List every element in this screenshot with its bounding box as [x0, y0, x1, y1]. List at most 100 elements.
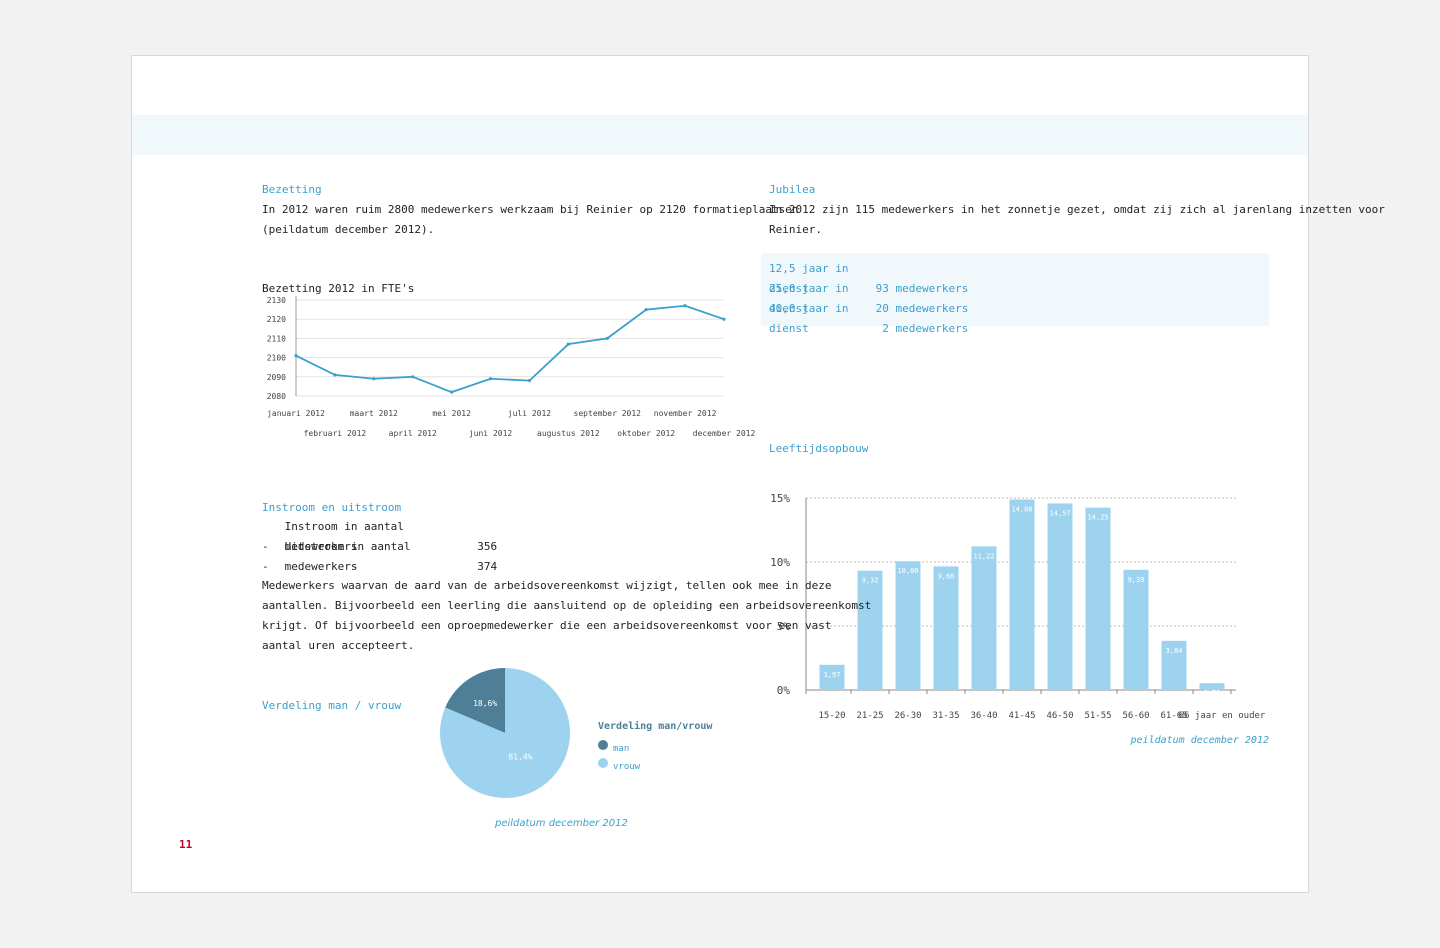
line-chart-ytick: 2080 — [267, 392, 286, 401]
paragraph-line: aantal uren accepteert. — [262, 639, 415, 652]
jubilea-box: 12,5 jaar in dienst 93 medewerkers 25,0 … — [761, 253, 1269, 335]
page-number: 11 — [179, 838, 193, 851]
line-chart-xtick: november 2012 — [654, 409, 717, 418]
bar-chart-value-label: 10,06 — [897, 567, 918, 575]
bar-chart-value-label: 9,66 — [938, 572, 955, 580]
verdeling-pie-chart: 18,6% 81,4% Verdeling man/vrouw man vrouw — [440, 668, 713, 798]
verdeling-heading: Verdeling man / vrouw — [262, 699, 402, 712]
leeftijd-heading: Leeftijdsopbouw — [769, 442, 869, 455]
line-chart-xtick: oktober 2012 — [617, 429, 675, 438]
line-chart-title: Bezetting 2012 in FTE's — [262, 282, 414, 295]
jubilea-text-line: In 2012 zijn 115 medewerkers in het zonn… — [769, 203, 1385, 216]
line-chart-point — [566, 342, 570, 346]
report-page — [131, 55, 1309, 893]
line-chart-point — [450, 390, 454, 394]
line-chart-xtick: september 2012 — [574, 409, 642, 418]
line-chart-xtick: augustus 2012 — [537, 429, 600, 438]
jubilea-years: 12,5 jaar in dienst — [769, 262, 849, 295]
instroom-list: - Instroom in aantal medewerkers 356 - U… — [262, 517, 497, 573]
line-chart-ytick: 2100 — [267, 354, 286, 363]
bar-chart-xtick: 15-20 — [818, 711, 845, 721]
instroom-label: Instroom in aantal medewerkers — [284, 520, 404, 553]
line-chart-ytick: 2120 — [267, 315, 286, 324]
line-chart-point — [488, 377, 493, 381]
bar-chart-xtick: 41-45 — [1008, 711, 1035, 721]
bar-chart-value-label: 3,84 — [1166, 647, 1183, 655]
jubilea-count: 93 medewerkers — [875, 282, 969, 295]
instroom-heading: Instroom en uitstroom — [262, 501, 402, 514]
bar-chart-bar — [1009, 499, 1035, 690]
pie-slice-vrouw — [440, 668, 570, 798]
uitstroom-item: - Uitstroom in aantal medewerkers 374 — [262, 537, 497, 573]
bar-chart-value-label: 14,25 — [1087, 514, 1108, 522]
list-bullet: - — [262, 560, 269, 573]
line-chart-point — [411, 375, 415, 379]
uitstroom-label: Uitstroom in aantal medewerkers — [284, 540, 411, 573]
bar-chart-xtick: 36-40 — [970, 711, 997, 721]
jubilea-count: 20 medewerkers — [875, 302, 969, 315]
line-chart-point — [294, 354, 298, 358]
jubilea-years: 40,0 jaar in dienst — [769, 302, 849, 335]
bar-chart-bar — [857, 570, 883, 690]
bar-chart-xtick: 26-30 — [894, 711, 921, 721]
pie-legend-title: Verdeling man/vrouw — [598, 720, 713, 732]
bar-chart-xtick: 56-60 — [1122, 711, 1149, 721]
bar-chart-bar — [971, 546, 997, 690]
instroom-value: 356 — [477, 540, 498, 553]
bar-chart-xtick: 31-35 — [932, 711, 959, 721]
line-chart-xtick: januari 2012 — [267, 409, 325, 418]
jubilea-years: 25,0 jaar in dienst — [769, 282, 849, 315]
pie-slice-man — [445, 668, 505, 733]
line-chart-xtick: april 2012 — [389, 429, 437, 438]
bar-chart-ytick: 15% — [770, 492, 790, 505]
bar-chart-value-label: 1,97 — [824, 671, 841, 679]
line-chart-xtick: juli 2012 — [508, 409, 552, 418]
pie-legend-label: vrouw — [613, 762, 641, 772]
instroom-paragraph: Medewerkers waarvan de aard van de arbei… — [262, 576, 871, 656]
line-chart-point — [605, 336, 609, 340]
jubilea-row: 12,5 jaar in dienst 93 medewerkers — [769, 259, 968, 295]
line-chart-series — [295, 304, 725, 394]
instroom-item: - Instroom in aantal medewerkers 356 — [262, 517, 497, 553]
list-bullet: - — [262, 540, 269, 553]
line-chart-point — [372, 377, 376, 381]
line-chart-xtick: december 2012 — [693, 429, 756, 438]
bar-chart-bar — [895, 561, 921, 690]
bar-chart-value-label: 9,39 — [1128, 576, 1145, 584]
bar-chart-ytick: 5% — [777, 620, 791, 633]
line-chart-xtick: februari 2012 — [304, 429, 367, 438]
bar-chart-value-label: 14,88 — [1011, 506, 1032, 514]
bar-chart-bar — [819, 664, 845, 690]
line-chart-point — [722, 317, 726, 321]
pie-legend-swatch — [598, 740, 608, 750]
bar-chart-xtick: 51-55 — [1084, 711, 1111, 721]
paragraph-line: aantallen. Bijvoorbeeld een leerling die… — [262, 599, 872, 612]
pie-value-label: 81,4% — [508, 752, 532, 761]
uitstroom-value: 374 — [477, 560, 498, 573]
line-chart-xtick: maart 2012 — [350, 409, 398, 418]
jubilea-count: 2 medewerkers — [875, 322, 969, 335]
bezetting-line-chart: Bezetting 2012 in FTE's 2080 2090 2100 2110 2… — [262, 282, 756, 438]
pie-legend-swatch — [598, 758, 608, 768]
pie-legend-label: man — [613, 744, 629, 754]
bezetting-text-line: (peildatum december 2012). — [262, 223, 435, 236]
pie-value-label: 18,6% — [473, 699, 497, 708]
line-chart-ytick: 2090 — [267, 373, 286, 382]
line-chart-xtick: mei 2012 — [432, 409, 471, 418]
bar-chart-bar — [1085, 507, 1111, 690]
bar-chart-bar — [1047, 503, 1073, 690]
bar-chart-xtick: 66 jaar en ouder — [1179, 711, 1266, 721]
jubilea-text-line: Reinier. — [769, 223, 822, 236]
bar-chart-bar — [933, 566, 959, 690]
bar-chart-value-label: 0,53 — [1204, 689, 1221, 697]
pie-caption: peildatum december 2012 — [495, 818, 628, 829]
leeftijd-bar-chart: 0% 5% 10% 15% 1,97 15-20 9,32 21-25 10,06 26-30 9,… — [770, 492, 1269, 746]
line-chart-ytick: 2130 — [267, 296, 286, 305]
bar-chart-bar — [1199, 683, 1225, 690]
paragraph-line: krijgt. Of bijvoorbeeld een oproepmedewe… — [262, 619, 832, 632]
bar-chart-xtick: 46-50 — [1046, 711, 1073, 721]
line-chart-xtick: juni 2012 — [469, 429, 513, 438]
bar-chart-value-label: 9,32 — [862, 577, 879, 585]
jubilea-text: In 2012 zijn 115 medewerkers in het zonn… — [769, 200, 1385, 240]
line-chart-point — [644, 308, 648, 312]
